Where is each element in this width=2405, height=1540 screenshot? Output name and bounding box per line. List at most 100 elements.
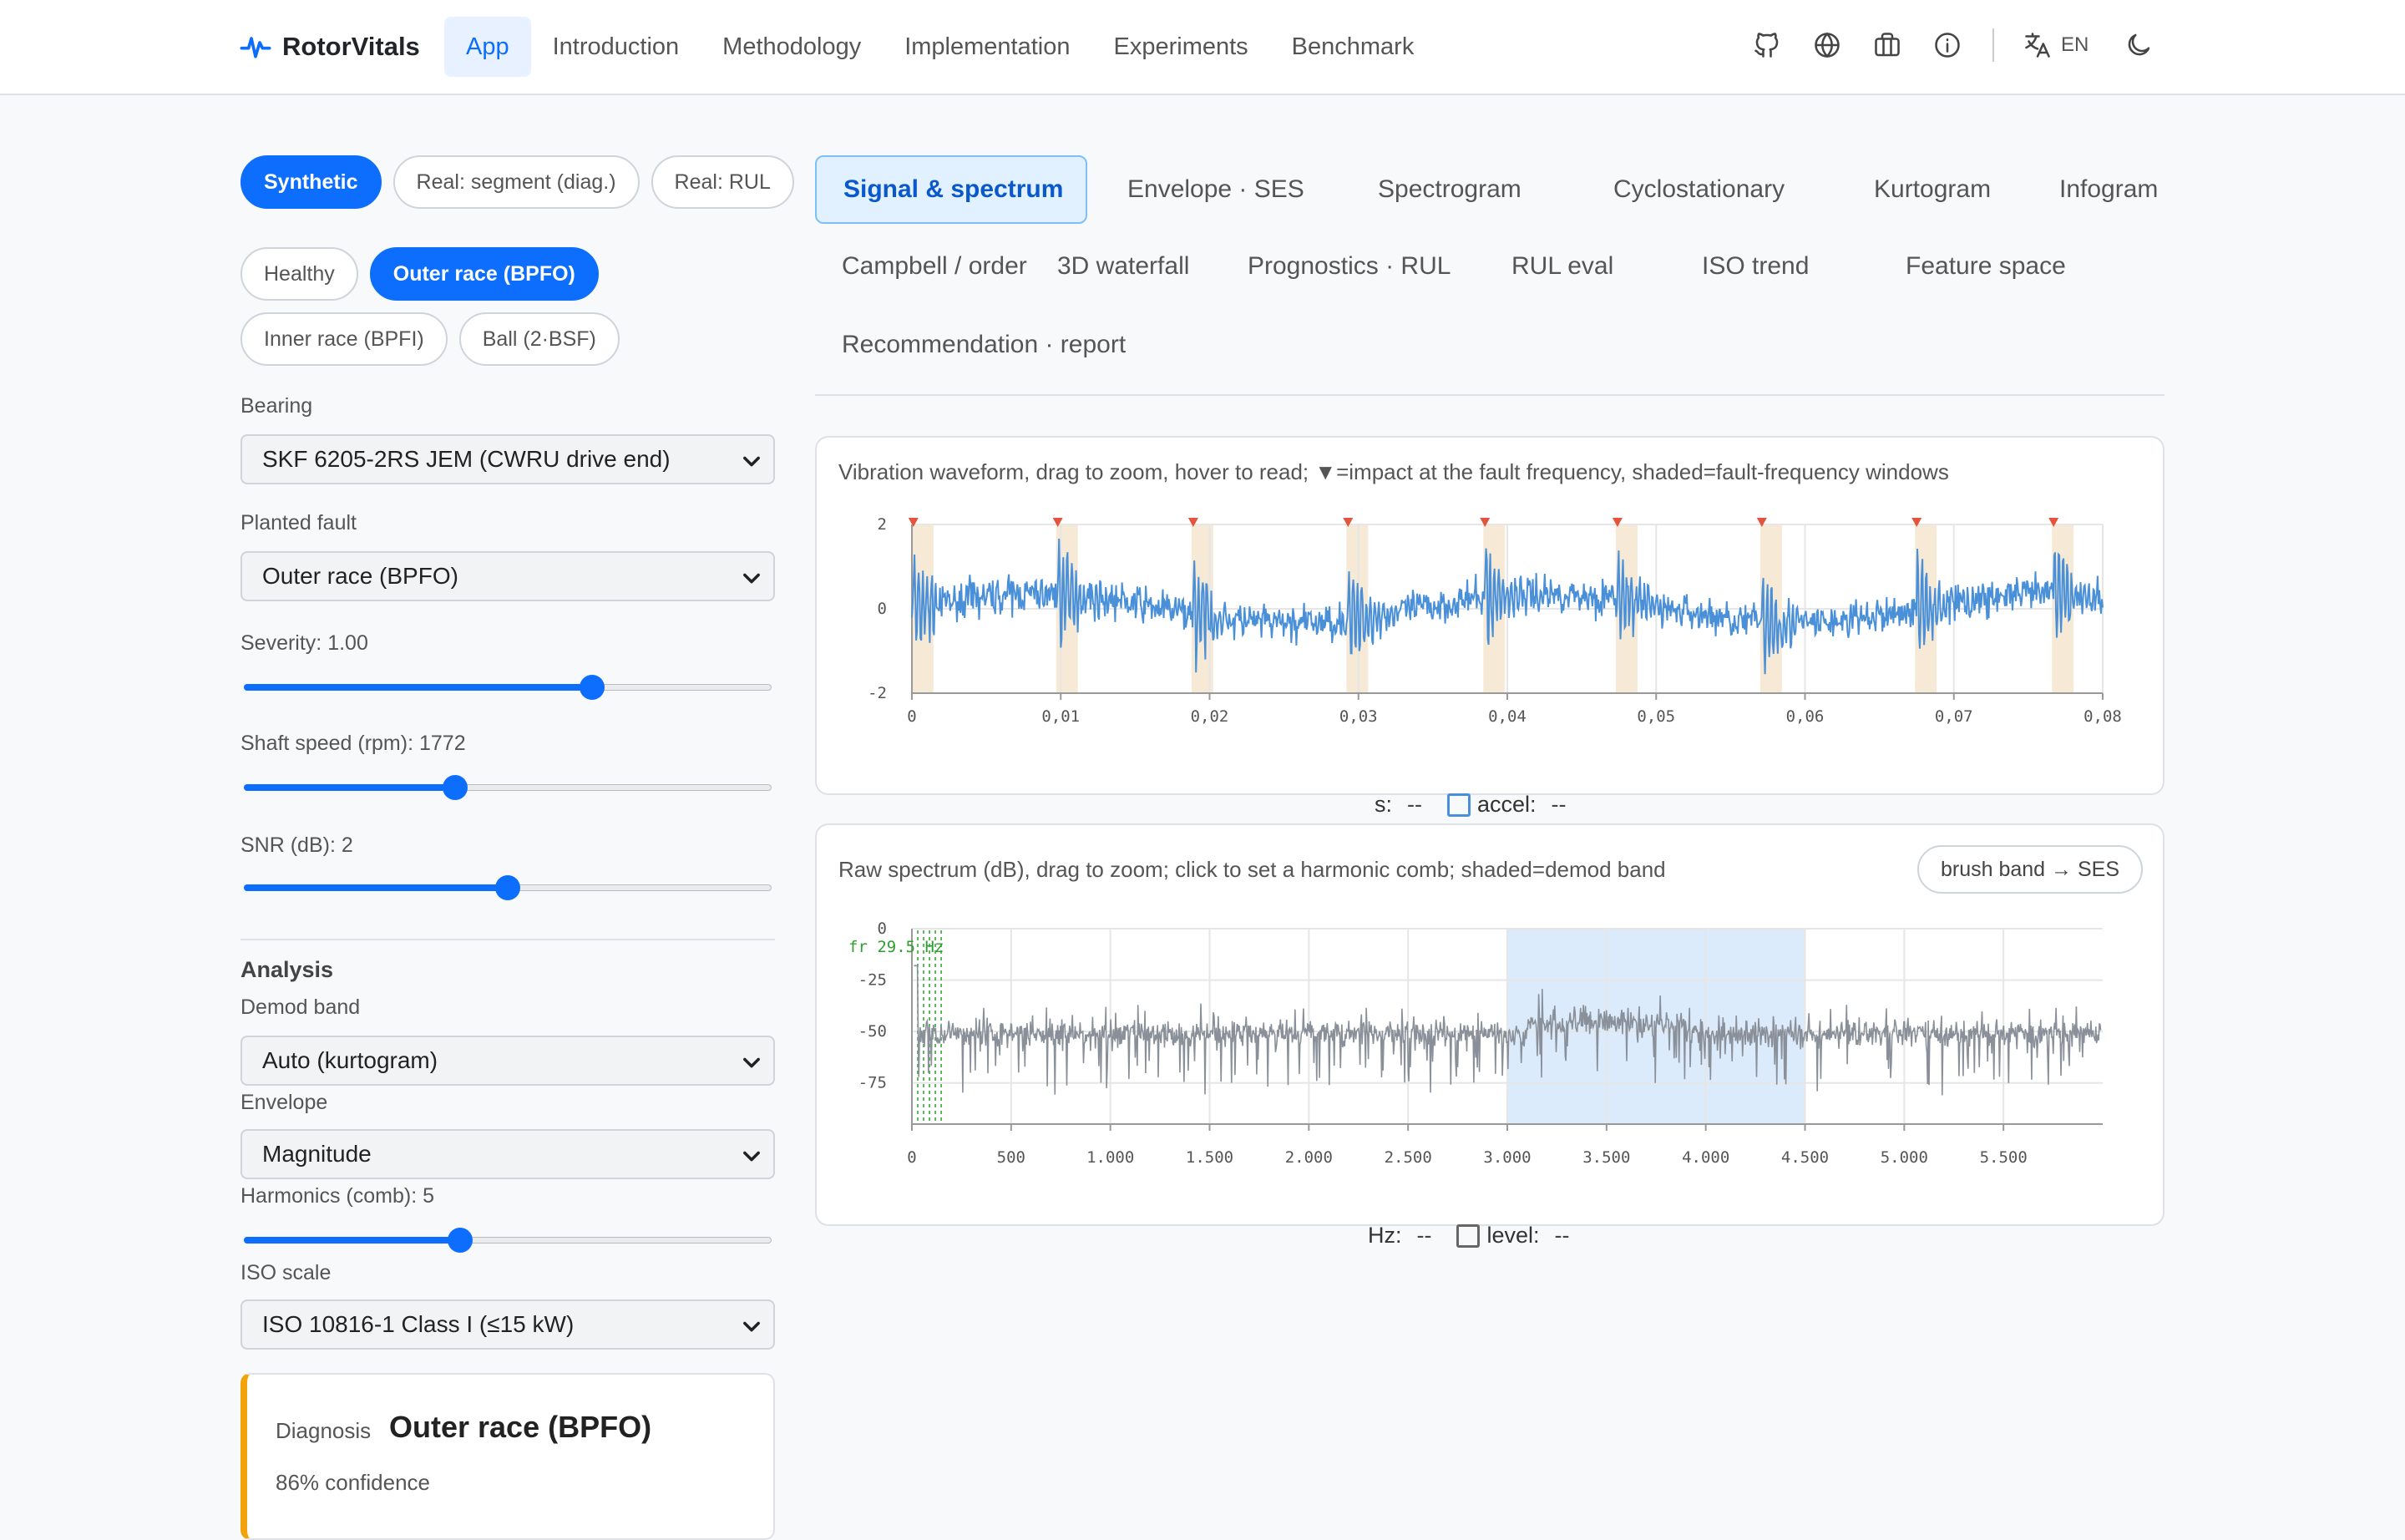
- nav-link-app[interactable]: App: [444, 17, 531, 77]
- x-tick-label: 1.500: [1186, 1148, 1233, 1167]
- level-swatch: [1456, 1223, 1481, 1248]
- globe-icon[interactable]: [1810, 28, 1844, 62]
- brand[interactable]: RotorVitals: [239, 28, 420, 65]
- tab-cyclostationary[interactable]: Cyclostationary: [1613, 175, 1785, 203]
- condition-pill-outer-race-bpfo[interactable]: Outer race (BPFO): [369, 247, 599, 301]
- slider-thumb[interactable]: [442, 775, 468, 800]
- waveform-panel: Vibration waveform, drag to zoom, hover …: [815, 436, 2164, 795]
- diagnosis-value: Outer race (BPFO): [389, 1410, 652, 1444]
- chevron-down-icon: [743, 456, 760, 467]
- tab-recommendation-report[interactable]: Recommendation · report: [842, 331, 1127, 358]
- mode-pill-real-rul[interactable]: Real: RUL: [651, 155, 794, 209]
- spectrum-chart[interactable]: 0 500 1.000 1.500 2.000 2.500 3.000 3.500 4.000 4…: [817, 825, 2163, 1224]
- y-tick-label: 2: [878, 515, 887, 534]
- bearing-select-value: SKF 6205-2RS JEM (CWRU drive end): [262, 446, 671, 472]
- tabs-divider: [815, 394, 2164, 396]
- nav-link-benchmark[interactable]: Benchmark: [1291, 33, 1415, 60]
- iso-select-value: ISO 10816-1 Class I (≤15 kW): [262, 1311, 575, 1337]
- tab-rul-eval[interactable]: RUL eval: [1511, 252, 1614, 280]
- spectrum-panel: Raw spectrum (dB), drag to zoom; click t…: [815, 823, 2164, 1226]
- envelope-label: Envelope: [240, 1091, 328, 1114]
- nav-icon-group: EN: [1750, 28, 2182, 62]
- y-tick-label: 0: [878, 600, 887, 618]
- language-switcher[interactable]: EN: [2023, 30, 2089, 60]
- spectrum-readout: Hz: -- level: --: [1368, 1223, 1570, 1249]
- condition-toggle-row-2: Inner race (BPFI) Ball (2·BSF): [240, 312, 620, 366]
- x-tick-label: 0,02: [1191, 707, 1229, 726]
- x-tick-label: 2.000: [1285, 1148, 1333, 1167]
- tab-iso-trend[interactable]: ISO trend: [1702, 252, 1810, 280]
- mode-pill-synthetic[interactable]: Synthetic: [240, 155, 382, 209]
- diagnosis-card: Diagnosis Outer race (BPFO) 86% confiden…: [240, 1373, 775, 1540]
- translate-icon: [2025, 33, 2050, 58]
- tab-infogram[interactable]: Infogram: [2059, 175, 2159, 203]
- nav-link-methodology[interactable]: Methodology: [722, 33, 862, 60]
- x-tick-label: 0,04: [1488, 707, 1527, 726]
- impact-marker: [1612, 518, 1623, 527]
- impact-marker: [908, 518, 919, 527]
- x-tick-label: 5.500: [1980, 1148, 2028, 1167]
- demod-band-label: Demod band: [240, 995, 361, 1019]
- info-icon[interactable]: [1931, 28, 1964, 62]
- demod-band-select[interactable]: Auto (kurtogram): [240, 1036, 775, 1086]
- readout-accel-value: --: [1551, 792, 1567, 817]
- chevron-down-icon: [743, 1151, 760, 1162]
- x-tick-label: 0,01: [1041, 707, 1080, 726]
- condition-pill-inner-race-bpfi[interactable]: Inner race (BPFI): [240, 312, 448, 366]
- x-tick-label: 0,07: [1935, 707, 1973, 726]
- nav-link-introduction[interactable]: Introduction: [552, 33, 680, 60]
- tab-prognostics-rul[interactable]: Prognostics · RUL: [1248, 252, 1451, 280]
- x-tick-label: 500: [997, 1148, 1025, 1167]
- fr-label: fr 29.5 Hz: [848, 938, 944, 956]
- tab-kurtogram[interactable]: Kurtogram: [1874, 175, 1992, 203]
- diagnosis-label: Diagnosis: [276, 1418, 372, 1443]
- tab-3d-waterfall[interactable]: 3D waterfall: [1057, 252, 1190, 280]
- waveform-chart[interactable]: 0 0,01 0,02 0,03 0,04 0,05 0,06 0,07 0,08 2 0 -2: [817, 438, 2163, 793]
- language-code: EN: [2061, 33, 2089, 56]
- readout-hz-value: --: [1416, 1223, 1432, 1248]
- nav-separator: [1992, 28, 1994, 62]
- condition-toggle-row-1: Healthy Outer race (BPFO): [240, 247, 599, 301]
- moon-icon[interactable]: [2122, 28, 2155, 62]
- shaft-speed-slider[interactable]: [244, 775, 772, 800]
- planted-fault-select[interactable]: Outer race (BPFO): [240, 551, 775, 601]
- snr-slider[interactable]: [244, 875, 772, 900]
- severity-label: Severity: 1.00: [240, 631, 368, 655]
- condition-pill-ball-2-bsf[interactable]: Ball (2·BSF): [458, 312, 620, 366]
- readout-time-label: s:: [1375, 792, 1393, 817]
- impact-marker: [1756, 518, 1767, 527]
- github-icon[interactable]: [1750, 28, 1784, 62]
- x-tick-label: 2.500: [1385, 1148, 1432, 1167]
- fault-label: Planted fault: [240, 511, 357, 534]
- x-tick-label: 4.500: [1781, 1148, 1829, 1167]
- mode-pill-real-segment-diag[interactable]: Real: segment (diag.): [392, 155, 640, 209]
- y-tick-label: -25: [858, 971, 887, 990]
- impact-marker: [1911, 518, 1922, 527]
- y-tick-label: -2: [868, 684, 887, 702]
- tab-campbell-order[interactable]: Campbell / order: [842, 252, 1027, 280]
- iso-scale-select[interactable]: ISO 10816-1 Class I (≤15 kW): [240, 1299, 775, 1350]
- x-tick-label: 5.000: [1881, 1148, 1928, 1167]
- tab-envelope-ses[interactable]: Envelope · SES: [1127, 175, 1304, 203]
- nav-link-experiments[interactable]: Experiments: [1113, 33, 1248, 60]
- brush-band-button[interactable]: brush band → SES: [1916, 845, 2143, 894]
- data-source-toggle: Synthetic Real: segment (diag.) Real: RUL: [240, 155, 794, 209]
- tab-feature-space[interactable]: Feature space: [1906, 252, 2066, 280]
- nav-link-implementation[interactable]: Implementation: [904, 33, 1071, 60]
- severity-slider[interactable]: [244, 675, 772, 700]
- condition-pill-healthy[interactable]: Healthy: [240, 247, 358, 301]
- bearing-select[interactable]: SKF 6205-2RS JEM (CWRU drive end): [240, 434, 775, 484]
- tab-signal-spectrum[interactable]: Signal & spectrum: [815, 155, 1087, 224]
- slider-thumb[interactable]: [448, 1228, 473, 1253]
- briefcase-icon[interactable]: [1871, 28, 1904, 62]
- tab-spectrogram[interactable]: Spectrogram: [1378, 175, 1521, 203]
- envelope-select-value: Magnitude: [262, 1141, 372, 1167]
- readout-hz-label: Hz:: [1368, 1223, 1402, 1248]
- harmonics-label: Harmonics (comb): 5: [240, 1184, 434, 1208]
- x-tick-label: 1.000: [1086, 1148, 1134, 1167]
- slider-thumb[interactable]: [580, 675, 605, 700]
- slider-thumb[interactable]: [495, 875, 520, 900]
- x-tick-label: 3.500: [1582, 1148, 1630, 1167]
- envelope-select[interactable]: Magnitude: [240, 1129, 775, 1179]
- harmonics-slider[interactable]: [244, 1228, 772, 1253]
